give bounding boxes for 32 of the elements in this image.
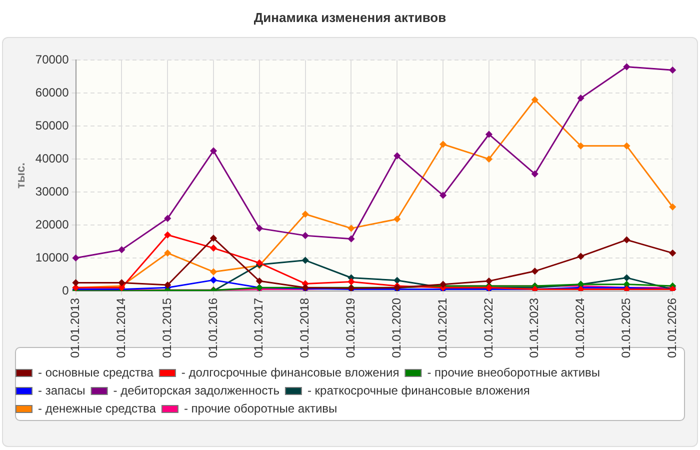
legend-label: - основные средства — [38, 365, 154, 380]
legend-label: - долгосрочные финансовые вложения — [181, 365, 400, 380]
legend-label: - дебиторская задолженность — [113, 383, 280, 398]
chart-title: Динамика изменения активов — [252, 10, 448, 25]
legend-label: - запасы — [38, 383, 86, 398]
x-tick-label: 01.01.2024 — [573, 298, 588, 358]
x-tick-label: 01.01.2026 — [664, 298, 679, 358]
y-tick-label: 40000 — [35, 151, 70, 166]
y-tick-label: 50000 — [35, 118, 70, 132]
x-tick-label: 01.01.2014 — [114, 298, 128, 358]
x-tick-label: 01.01.2022 — [481, 298, 496, 358]
y-tick-label: 60000 — [35, 85, 70, 100]
x-tick-label: 01.01.2017 — [252, 298, 266, 358]
y-tick-label: 0 — [62, 283, 70, 298]
y-tick-label: 10000 — [35, 250, 70, 264]
x-tick-label: 01.01.2020 — [389, 298, 404, 358]
y-tick-label: 20000 — [35, 217, 70, 232]
legend-label: - денежные средства — [38, 401, 156, 416]
legend-label: - прочие оборотные активы — [184, 401, 338, 416]
y-tick-label: 30000 — [35, 184, 70, 198]
x-tick-label: 01.01.2023 — [527, 298, 542, 358]
x-tick-label: 01.01.2016 — [206, 298, 220, 358]
y-tick-label: 70000 — [35, 52, 70, 67]
legend-label: - краткосрочные финансовые вложения — [307, 383, 530, 398]
legend-label: - прочие внеоборотные активы — [427, 365, 600, 380]
x-tick-label: 01.01.2013 — [68, 298, 82, 358]
x-tick-label: 01.01.2015 — [160, 298, 174, 358]
x-tick-label: 01.01.2025 — [619, 298, 633, 358]
y-axis-title: тыс. — [14, 162, 28, 189]
x-tick-label: 01.01.2018 — [298, 298, 312, 358]
x-tick-label: 01.01.2019 — [344, 298, 358, 358]
x-tick-label: 01.01.2021 — [435, 298, 450, 358]
